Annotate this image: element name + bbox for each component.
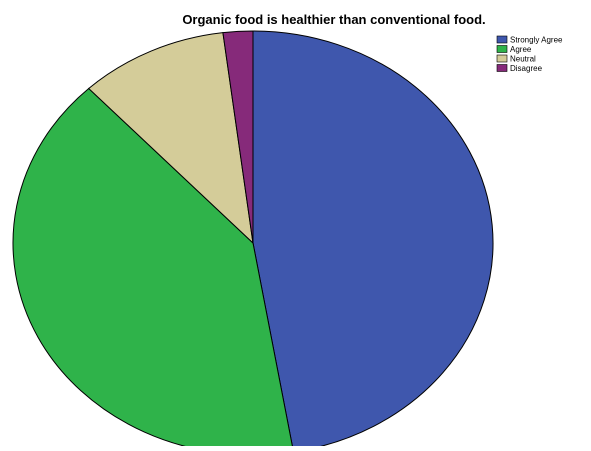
legend-item-strongly-agree: Strongly Agree (496, 35, 563, 45)
chart-title: Organic food is healthier than conventio… (182, 12, 485, 27)
legend-label-disagree: Disagree (510, 64, 543, 73)
legend-label-agree: Agree (510, 45, 532, 54)
legend-label-strongly-agree: Strongly Agree (510, 36, 563, 45)
legend-swatch-strongly-agree (496, 35, 508, 44)
pie-slice-disagree (222, 30, 254, 244)
pie-slices (12, 30, 494, 451)
legend-label-neutral: Neutral (510, 55, 536, 64)
pie-slice-strongly-agree (252, 30, 494, 451)
legend-item-neutral: Neutral (496, 54, 536, 64)
legend-item-agree: Agree (496, 45, 532, 54)
legend-swatch-neutral (496, 54, 508, 63)
pie-slice-agree (12, 87, 294, 451)
legend-swatch-agree (496, 45, 508, 53)
legend-swatch-disagree (496, 64, 508, 72)
pie-slice-neutral (87, 32, 254, 245)
legend-item-disagree: Disagree (496, 64, 543, 73)
